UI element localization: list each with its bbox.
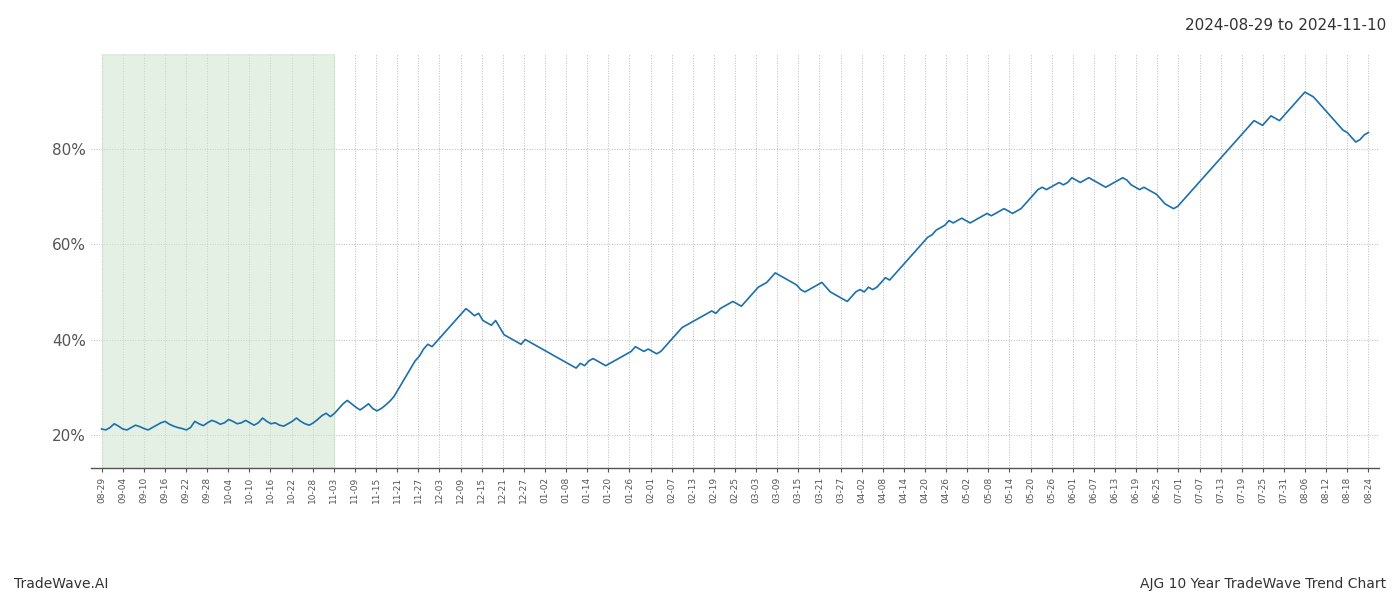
Text: AJG 10 Year TradeWave Trend Chart: AJG 10 Year TradeWave Trend Chart <box>1140 577 1386 591</box>
Text: 2024-08-29 to 2024-11-10: 2024-08-29 to 2024-11-10 <box>1184 18 1386 33</box>
Bar <box>102 54 333 468</box>
Text: TradeWave.AI: TradeWave.AI <box>14 577 108 591</box>
